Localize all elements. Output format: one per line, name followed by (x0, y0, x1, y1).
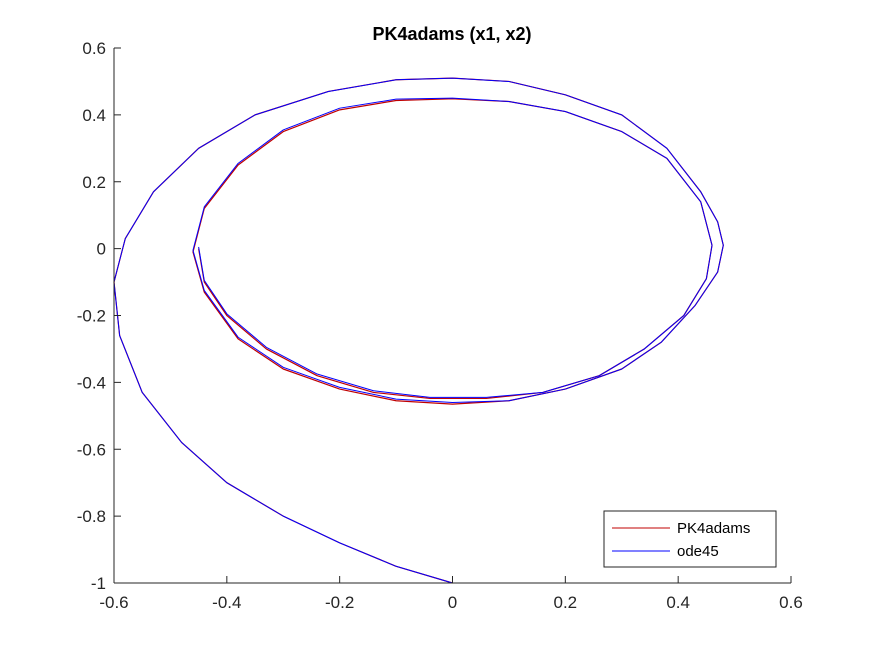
legend: PK4adams ode45 (603, 510, 777, 568)
y-tick-label: 0.6 (82, 39, 106, 58)
x-tick-label: 0.6 (779, 593, 803, 612)
y-tick-label: -0.4 (77, 373, 106, 392)
axes: -0.6 -0.4 -0.2 0 0.2 0.4 0.6 -1 -0.8 -0.6 -0.4 -0.2… (77, 39, 803, 612)
x-tick-label: -0.4 (212, 593, 241, 612)
y-tick-label: -0.6 (77, 440, 106, 459)
legend-box (603, 510, 777, 568)
y-tick-label: 0.2 (82, 173, 106, 192)
chart-title: PK4adams (x1, x2) (372, 24, 531, 44)
legend-label-ode45: ode45 (677, 543, 719, 560)
x-tick-label: 0.4 (666, 593, 690, 612)
y-tick-label: 0.4 (82, 106, 106, 125)
y-tick-label: 0 (97, 240, 106, 259)
legend-label-pk4adams: PK4adams (677, 520, 750, 537)
x-tick-label: -0.6 (99, 593, 128, 612)
series-line-ode45 (113, 77, 724, 584)
y-tick-label: -0.2 (77, 307, 106, 326)
x-tick-label: 0 (448, 593, 457, 612)
y-tick-label: -0.8 (77, 507, 106, 526)
x-tick-label: -0.2 (325, 593, 354, 612)
x-tick-label: 0.2 (554, 593, 578, 612)
series-line-pk4adams (113, 77, 724, 584)
plot-area (113, 77, 724, 584)
y-tick-label: -1 (91, 574, 106, 593)
